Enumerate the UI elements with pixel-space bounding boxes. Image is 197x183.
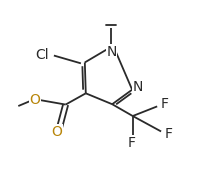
Text: F: F — [165, 127, 173, 141]
Text: N: N — [132, 80, 143, 94]
Text: Cl: Cl — [35, 48, 49, 62]
Text: F: F — [127, 136, 135, 150]
Text: O: O — [51, 125, 62, 139]
Text: O: O — [30, 93, 40, 107]
Text: F: F — [161, 97, 169, 111]
Text: N: N — [106, 44, 117, 59]
